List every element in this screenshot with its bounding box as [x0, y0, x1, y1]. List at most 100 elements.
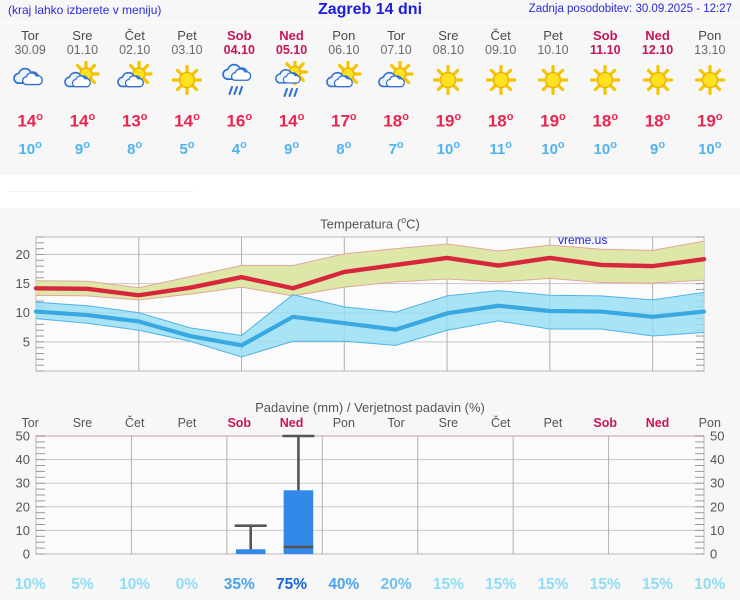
precipitation-probability: 40%: [328, 576, 360, 593]
day-column[interactable]: Sob 04.10 16o 4o: [213, 23, 265, 175]
day-name: Sob: [592, 28, 618, 43]
page-title: Zagreb 14 dni: [317, 1, 423, 18]
temperature-max: 18o: [645, 107, 671, 132]
degree-symbol: o: [88, 111, 96, 123]
degree-symbol: o: [714, 138, 722, 151]
day-column[interactable]: Pet 10.10 19o 10o: [527, 23, 579, 175]
precipitation-probability: 15%: [642, 576, 674, 593]
degree-symbol: o: [240, 138, 247, 151]
page-header: (kraj lahko izberete v meniju) Zagreb 14…: [0, 0, 740, 22]
temperature-min-value: 10: [18, 140, 36, 158]
sunny-icon: [425, 61, 471, 101]
degree-symbol: o: [557, 138, 565, 151]
temperature-min: 11o: [489, 136, 512, 159]
svg-text:10: 10: [710, 523, 724, 538]
partly-cloudy-icon: [59, 61, 105, 101]
precipitation-day-label: Ned: [645, 416, 670, 430]
precipitation-day-label: Sob: [227, 416, 252, 430]
precipitation-day-label: Tor: [387, 416, 405, 430]
precipitation-probability: 10%: [119, 576, 151, 593]
temperature-max-value: 14: [174, 111, 194, 131]
day-column[interactable]: Sob 11.10 18o 10o: [579, 23, 631, 175]
precipitation-day-label: Sre: [438, 416, 459, 430]
degree-symbol: o: [83, 138, 90, 151]
precipitation-day-labels: Tor Sre Čet Pet Sob Ned Pon Tor Sre Čet Pet Sob Ned P…: [0, 416, 740, 430]
degree-symbol: o: [454, 111, 462, 123]
temperature-min-value: 10: [698, 140, 715, 158]
day-column[interactable]: Ned 05.10 14o 9o: [265, 23, 317, 175]
day-column[interactable]: Pon 06.10 17o 8o: [318, 23, 370, 175]
day-date: 30.09: [14, 43, 46, 57]
day-column[interactable]: Tor 30.09 14o 10o: [4, 23, 56, 175]
temperature-max-value: 18: [487, 111, 507, 131]
day-column[interactable]: Tor 07.10 18o 7o: [370, 23, 422, 175]
sunny-icon: [164, 61, 210, 101]
precipitation-probability: 15%: [485, 576, 517, 593]
day-date: 11.10: [589, 43, 621, 57]
temperature-min-value: 9: [74, 140, 84, 158]
temperature-min: 7o: [389, 136, 404, 159]
precipitation-day-label: Pon: [332, 416, 355, 430]
temperature-max-value: 17: [331, 111, 350, 131]
temperature-max: 16o: [226, 107, 252, 132]
degree-superscript: o: [401, 215, 407, 225]
temperature-min: 8o: [127, 136, 142, 159]
temperature-min-value: 7: [388, 140, 397, 158]
day-column[interactable]: Pon 13.10 19o 10o: [684, 23, 736, 175]
precipitation-plot: 0 0 10 10 20 20 30 30 40 40 50 50: [16, 430, 725, 562]
temperature-min: 4o: [232, 136, 247, 159]
daily-forecast-strip: Tor 30.09 14o 10o Sre 01.10 14o 9o Čet 02.10 13o 8o…: [0, 23, 740, 175]
degree-symbol: o: [506, 111, 514, 123]
temperature-chart-title: Temperatura (oC): [0, 208, 740, 231]
day-date: 04.10: [223, 43, 255, 57]
day-name: Sob: [226, 28, 252, 43]
degree-symbol: o: [611, 111, 619, 123]
degree-symbol: o: [35, 138, 42, 151]
degree-symbol: o: [505, 138, 512, 151]
temperature-title-main: Temperatura (: [320, 216, 402, 232]
precipitation-day-label: Ned: [279, 416, 304, 430]
precipitation-day-label: Pon: [698, 416, 721, 430]
temperature-plot-wrap: 5 10 15 20: [0, 231, 740, 391]
cloudy-icon: [7, 61, 53, 101]
day-date: 07.10: [380, 43, 412, 57]
day-column[interactable]: Čet 02.10 13o 8o: [109, 23, 161, 175]
last-update-text: Zadnja posodobitev: 30.09.2025 - 12:27: [528, 3, 732, 15]
temperature-min: 9o: [75, 136, 90, 159]
temperature-max: 13o: [122, 107, 148, 132]
sunny-icon: [582, 61, 628, 101]
temperature-max: 14o: [70, 107, 96, 132]
degree-symbol: o: [187, 138, 195, 151]
precipitation-probability: 5%: [71, 576, 94, 593]
day-date: 05.10: [275, 43, 308, 57]
day-column[interactable]: Sre 08.10 19o 10o: [422, 23, 474, 175]
temperature-max-value: 19: [540, 111, 560, 131]
day-column[interactable]: Sre 01.10 14o 9o: [56, 23, 108, 175]
day-column[interactable]: Čet 09.10 18o 11o: [475, 23, 527, 175]
degree-symbol: o: [715, 111, 723, 123]
svg-text:10: 10: [16, 306, 30, 321]
day-column[interactable]: Ned 12.10 18o 9o: [631, 23, 683, 175]
degree-symbol: o: [292, 138, 300, 151]
svg-text:30: 30: [710, 476, 724, 491]
day-date: 13.10: [694, 43, 726, 57]
day-name: Pon: [332, 28, 356, 43]
sunny-icon: [478, 61, 524, 101]
day-column[interactable]: Pet 03.10 14o 5o: [161, 23, 213, 175]
degree-symbol: o: [559, 111, 566, 123]
svg-text:20: 20: [710, 499, 724, 514]
day-name: Ned: [279, 28, 304, 43]
day-name: Čet: [124, 28, 145, 43]
day-date: 02.10: [119, 43, 151, 57]
svg-text:50: 50: [710, 430, 724, 444]
precipitation-probability: 0%: [175, 576, 199, 593]
svg-text:0: 0: [710, 547, 717, 562]
temperature-min-value: 11: [489, 140, 506, 158]
temperature-min-value: 9: [284, 140, 293, 158]
day-name: Pet: [543, 28, 563, 43]
temperature-min: 8o: [336, 136, 351, 159]
temperature-title-tail: C): [406, 216, 420, 232]
sunny-icon: [530, 61, 576, 101]
rain-icon: [216, 61, 262, 101]
temperature-min-value: 4: [231, 140, 241, 158]
